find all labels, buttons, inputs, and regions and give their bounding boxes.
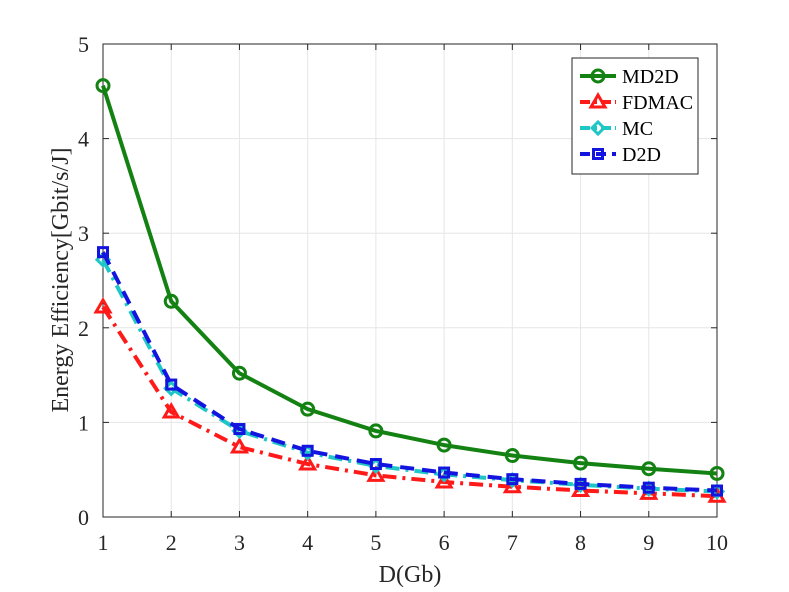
legend-item-d2d: D2D [580,144,661,166]
legend-label: MD2D [622,66,679,88]
y-tick-label: 2 [78,316,89,341]
x-tick-label: 10 [706,530,728,555]
data-point-md2d [368,423,384,439]
data-point-fdmac [434,472,454,489]
x-tick-label: 1 [98,530,109,555]
data-point-fdmac [161,402,181,419]
series-d2d [97,246,723,497]
series-line-md2d [101,85,718,476]
legend-marker [590,68,606,84]
data-point-md2d [573,455,589,471]
legend-marker [589,119,607,137]
data-point-md2d [95,78,111,94]
series-line-fdmac [101,305,718,499]
x-tick-label: 2 [166,530,177,555]
data-point-d2d [97,246,109,259]
x-tick-label: 5 [370,530,381,555]
legend-item-fdmac: FDMAC [580,92,693,114]
legend-label: FDMAC [622,92,693,114]
x-tick-label: 9 [643,530,654,555]
legend-label: MC [622,118,653,140]
x-tick-label: 8 [575,530,586,555]
y-tick-label: 1 [78,410,89,435]
data-point-d2d [506,473,519,486]
legend-item-mc: MC [580,118,653,140]
legend-label: D2D [622,144,661,166]
series-md2d [95,78,725,481]
data-point-fdmac [93,297,113,314]
data-point-d2d [233,423,246,436]
y-tick-label: 0 [78,505,89,530]
legend: MD2D FDMAC MC D2D [571,57,699,175]
series-line-mc [101,258,718,494]
x-tick-label: 3 [234,530,245,555]
legend-marker [592,148,604,160]
y-tick-label: 5 [78,32,89,57]
plot-frame [102,43,718,518]
x-tick-label: 4 [302,530,313,555]
data-point-d2d [711,484,723,497]
data-point-d2d [438,466,451,479]
data-point-md2d [300,401,316,417]
data-point-fdmac [502,476,522,494]
data-point-d2d [642,481,655,494]
data-point-d2d [369,458,382,471]
data-point-md2d [231,365,247,381]
data-point-md2d [163,293,179,309]
data-point-fdmac [298,454,318,471]
data-point-md2d [436,437,452,453]
y-tick-label: 4 [78,127,89,152]
data-point-md2d [709,465,725,481]
y-tick-label: 3 [78,221,89,246]
data-point-d2d [574,477,587,490]
legend-item-md2d: MD2D [580,66,679,88]
y-axis-title: Energy Efficiency[Gbit/s/J] [48,147,74,412]
data-point-md2d [504,448,520,464]
x-tick-label: 7 [507,530,518,555]
x-axis-title: D(Gb) [379,562,442,588]
series-line-d2d [101,251,718,493]
data-point-d2d [165,378,178,391]
x-tick-label: 6 [439,530,450,555]
data-point-fdmac [366,465,386,482]
data-point-md2d [641,461,657,477]
legend-marker [588,92,608,109]
data-point-fdmac [229,437,250,454]
series-layer [93,78,727,503]
data-point-d2d [301,444,314,457]
